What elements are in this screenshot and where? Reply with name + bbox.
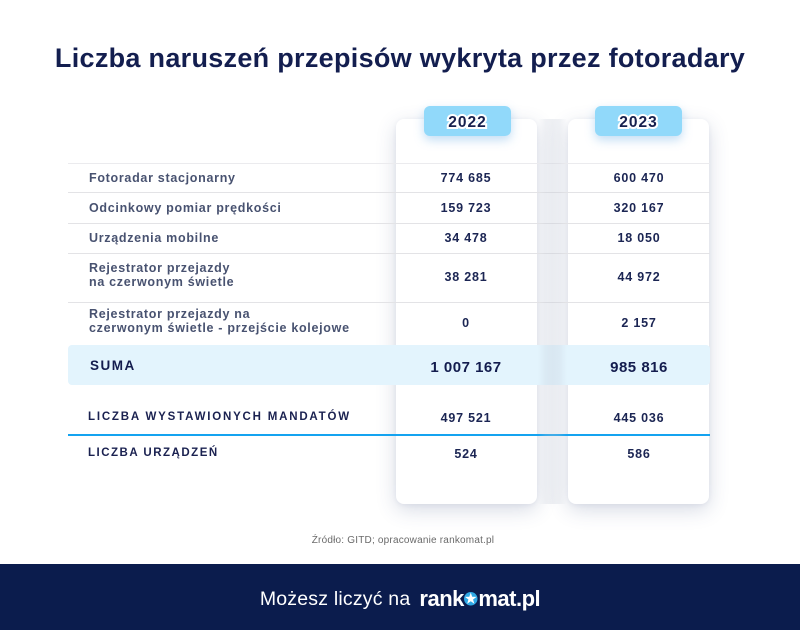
- svg-text:2023: 2023: [619, 114, 657, 131]
- svg-text:2022: 2022: [448, 114, 486, 131]
